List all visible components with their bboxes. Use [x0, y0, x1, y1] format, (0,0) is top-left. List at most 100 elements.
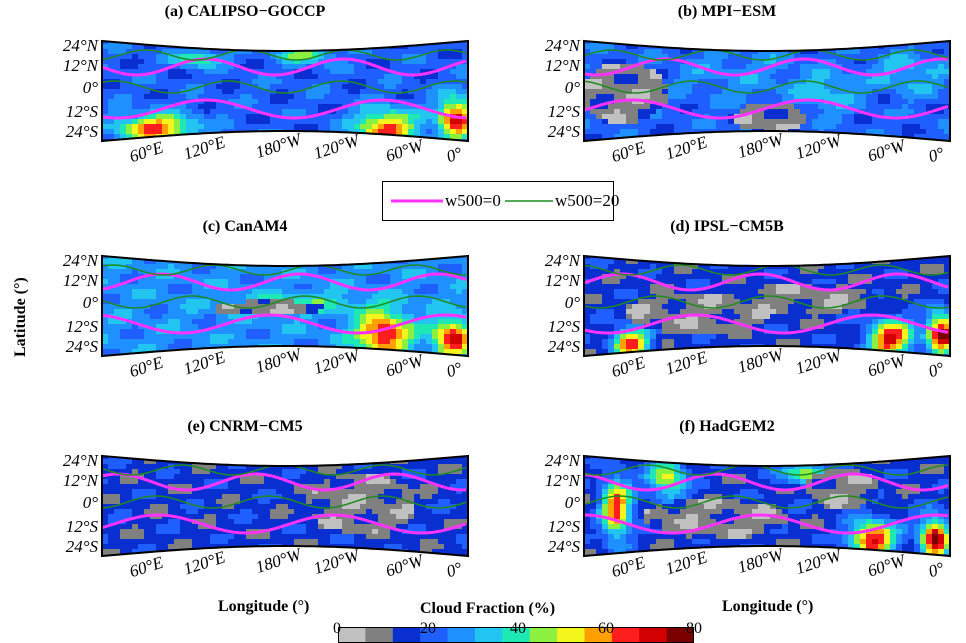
- y-axis-label: Latitude (°): [12, 277, 29, 357]
- lon-tick-label: 120°E: [663, 132, 710, 163]
- contour-w500-0: [102, 472, 467, 492]
- lon-tick-label: 120°W: [311, 130, 363, 163]
- colorbar-swatch: [447, 627, 476, 643]
- contour-w500-20: [102, 49, 467, 61]
- lat-tick-label: 12°S: [66, 317, 99, 336]
- lat-tick-label: 24°N: [63, 36, 100, 55]
- colorbar-swatch: [529, 627, 558, 643]
- lon-tick-label: 180°W: [253, 129, 305, 162]
- map-panel-calipso: (a) CALIPSO−GOCCP 24°N 12°N 0° 12°S 24°S 60°E…: [10, 3, 480, 168]
- lat-tick-label: 0°: [565, 493, 581, 512]
- contour-w500-20: [584, 464, 949, 476]
- contour-w500-20: [102, 264, 467, 276]
- lon-tick-label: 60°E: [609, 552, 648, 581]
- colorbar-swatch: [392, 627, 421, 643]
- map-panel-ipsl: (d) IPSL−CM5B 24°N 12°N 0° 12°S 24°S 60°E 120°…: [492, 218, 962, 383]
- lat-tick-label: 12°N: [545, 56, 582, 75]
- colorbar-swatch: [420, 627, 449, 643]
- lon-tick-label: 0°: [926, 358, 947, 381]
- lon-tick-label: 180°W: [735, 344, 787, 377]
- map-frame: [101, 454, 469, 558]
- contour-w500-0: [584, 313, 949, 335]
- colorbar-swatch: [365, 627, 394, 643]
- contour-w500-20: [102, 295, 467, 309]
- lat-tick-label: 24°N: [63, 451, 100, 470]
- lat-tick-label: 0°: [83, 78, 99, 97]
- lon-tick-label: 60°E: [609, 137, 648, 166]
- lat-tick-label: 12°N: [63, 56, 100, 75]
- lon-tick-label: 180°W: [735, 544, 787, 577]
- lat-tick-label: 24°N: [545, 451, 582, 470]
- lon-tick-label: 180°W: [735, 129, 787, 162]
- colorbar-swatch: [639, 627, 668, 643]
- lat-tick-label: 24°N: [63, 251, 100, 270]
- map-frame: [583, 454, 951, 558]
- lat-tick-label: 12°N: [545, 271, 582, 290]
- lat-tick-label: 12°N: [545, 471, 582, 490]
- lon-tick-label: 60°W: [865, 135, 909, 165]
- lon-tick-label: 0°: [926, 558, 947, 581]
- contour-w500-0: [102, 98, 467, 120]
- lat-tick-label: 24°S: [66, 122, 99, 141]
- lat-tick-label: 12°S: [66, 517, 99, 536]
- cloud-fraction-map: 24°N12°N 0° 12°S24°S 60°E 120°E 180°W 120°W 60°…: [545, 251, 951, 381]
- colorbar-tick: 0: [333, 620, 341, 637]
- lon-tick-label: 120°E: [663, 347, 710, 378]
- lon-tick-label: 120°W: [311, 345, 363, 378]
- lon-tick-label: 120°W: [311, 545, 363, 578]
- lat-tick-label: 12°S: [548, 317, 581, 336]
- x-axis-label-right: Longitude (°): [722, 598, 814, 615]
- map-frame: [101, 254, 469, 358]
- lon-tick-label: 180°W: [253, 544, 305, 577]
- panel-title: (f) HadGEM2: [679, 418, 775, 435]
- lon-tick-label: 60°E: [127, 137, 166, 166]
- map-panel-canam: (c) CanAM4 24°N 12°N 0° 12°S 24°S 60°E 120°E 18…: [10, 218, 480, 383]
- colorbar-title: Cloud Fraction (%): [420, 600, 556, 617]
- lon-tick-label: 120°E: [181, 347, 228, 378]
- colorbar-swatch: [584, 627, 613, 643]
- contour-w500-0: [584, 513, 949, 535]
- contour-w500-20: [584, 49, 949, 61]
- contour-w500-0: [584, 472, 949, 492]
- lat-tick-label: 0°: [83, 493, 99, 512]
- lon-tick-label: 60°W: [383, 135, 427, 165]
- contour-w500-0: [102, 313, 467, 335]
- lon-tick-label: 120°W: [793, 345, 845, 378]
- contour-w500-20: [102, 495, 467, 509]
- lon-tick-label: 0°: [444, 143, 465, 166]
- lat-tick-label: 24°N: [545, 36, 582, 55]
- colorbar-swatch: [666, 627, 694, 643]
- lon-tick-label: 0°: [444, 558, 465, 581]
- contour-w500-0: [102, 513, 467, 535]
- colorbar-tick: 20: [420, 620, 436, 637]
- colorbar-tick: 40: [510, 620, 526, 637]
- cloud-fraction-map: 24°N12°N 0° 12°S24°S 60°E 120°E 180°W 120°W 60°…: [545, 451, 951, 581]
- lon-tick-label: 60°E: [127, 352, 166, 381]
- legend-lines: [391, 199, 553, 203]
- map-frame: [583, 254, 951, 358]
- contour-w500-20: [584, 495, 949, 509]
- x-axis-label-left: Longitude (°): [218, 598, 310, 615]
- contour-w500-0: [584, 57, 949, 77]
- contour-w500-0: [102, 57, 467, 77]
- contour-legend: w500=0 w500=20: [382, 181, 619, 221]
- lat-tick-label: 0°: [565, 78, 581, 97]
- cloud-fraction-map: 24°N12°N 0° 12°S24°S 60°E 120°E 180°W 120°W 60°…: [63, 451, 469, 581]
- lon-tick-label: 120°W: [793, 130, 845, 163]
- lon-tick-label: 60°W: [865, 350, 909, 380]
- map-panel-hadgem: (f) HadGEM2 24°N 12°N 0° 12°S 24°S 60°E 120°E 1…: [492, 418, 962, 583]
- colorbar-swatch: [502, 627, 531, 643]
- contour-w500-0: [584, 272, 949, 292]
- panel-title: (e) CNRM−CM5: [187, 418, 303, 435]
- lat-tick-label: 12°N: [63, 271, 100, 290]
- colorbar-swatch: [557, 627, 585, 643]
- contour-w500-20: [102, 80, 467, 94]
- lon-tick-label: 120°E: [663, 547, 710, 578]
- lon-tick-label: 120°E: [181, 132, 228, 163]
- panel-title: (d) IPSL−CM5B: [670, 218, 784, 235]
- legend-label-w500-20: w500=20: [555, 191, 620, 210]
- lon-tick-label: 60°W: [383, 550, 427, 580]
- lat-tick-label: 24°S: [66, 537, 99, 556]
- lat-tick-label: 12°N: [63, 471, 100, 490]
- cloud-fraction-map: 24°N12°N 0° 12°S24°S 60°E 120°E 180°W 120°W 60°…: [63, 36, 469, 166]
